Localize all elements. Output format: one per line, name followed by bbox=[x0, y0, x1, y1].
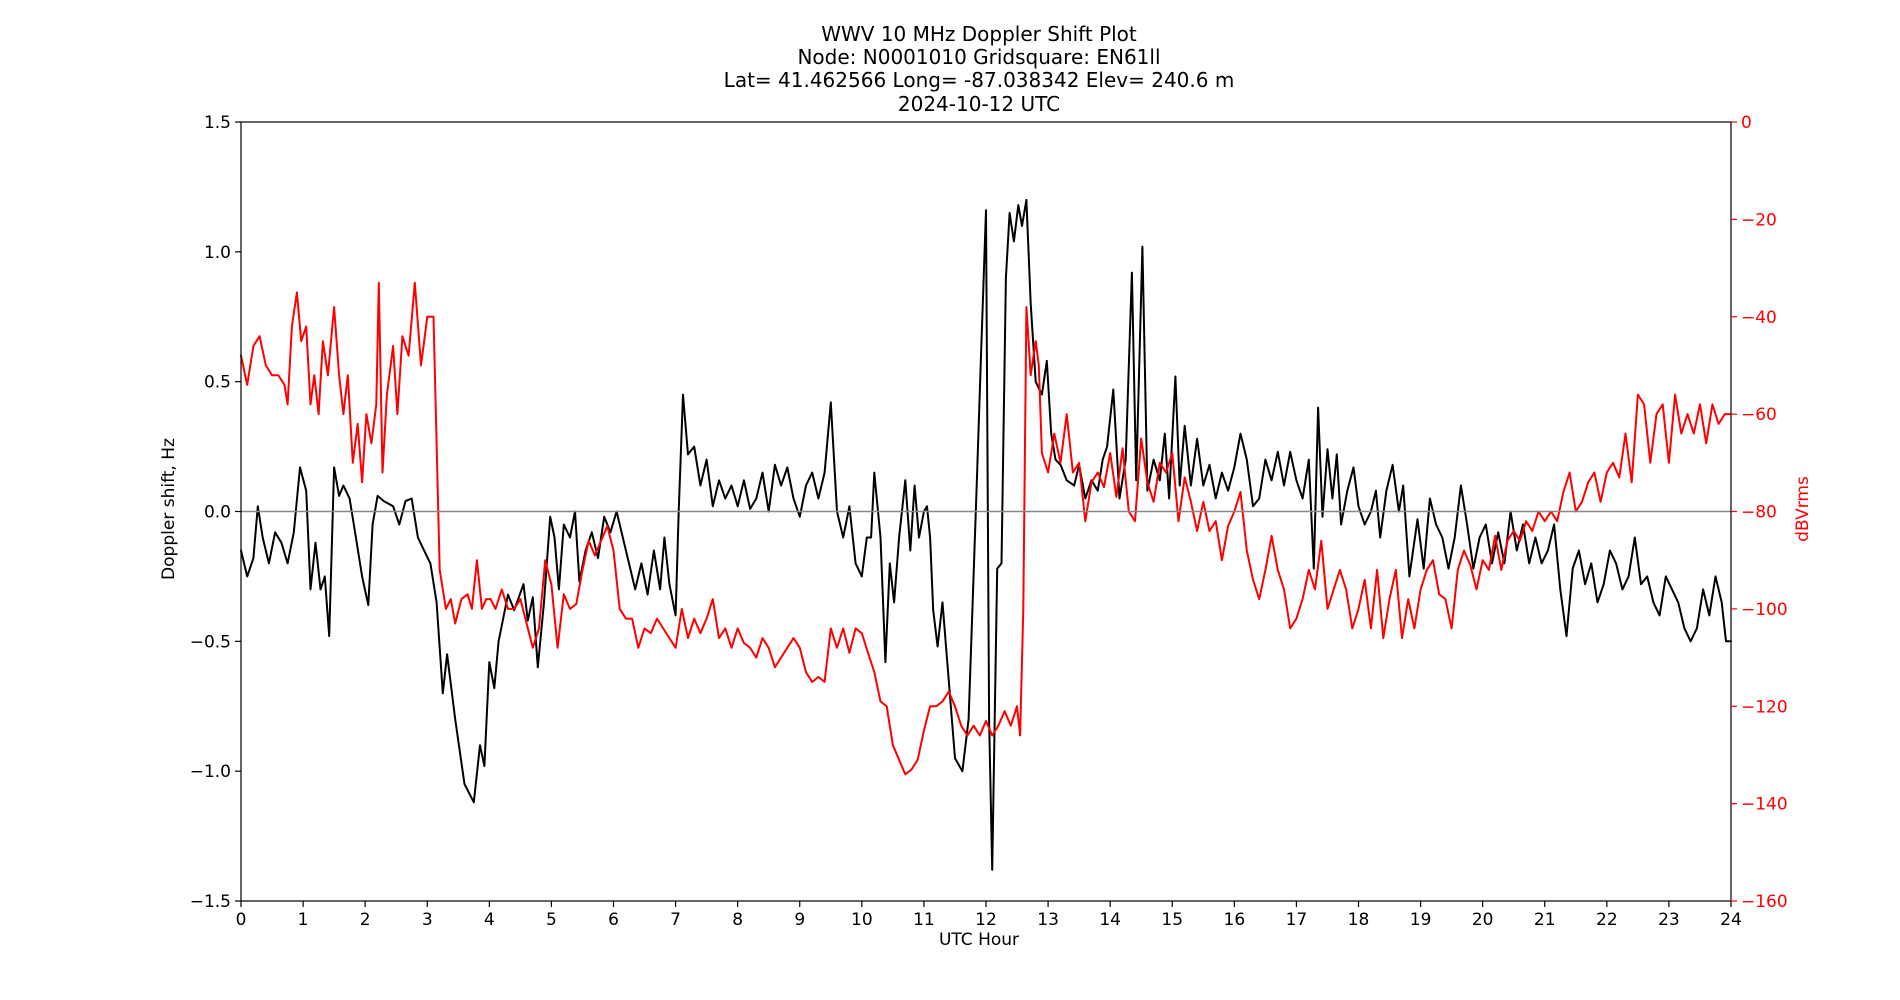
y-axis-left: 1.5 1.0 0.5 0.0 −0.5 −1.0 −1.5 bbox=[190, 113, 241, 912]
x-tick-label: 3 bbox=[422, 910, 433, 930]
y-left-tick-label: 1.5 bbox=[204, 113, 231, 133]
x-tick-label: 19 bbox=[1410, 910, 1432, 930]
x-tick-label: 1 bbox=[298, 910, 309, 930]
y-left-tick-label: −0.5 bbox=[190, 632, 231, 652]
y-axis-right-title: dBVrms bbox=[1793, 476, 1813, 542]
y-axis-left-title: Doppler shift, Hz bbox=[159, 438, 179, 580]
x-tick-label: 23 bbox=[1658, 910, 1680, 930]
x-tick-label: 11 bbox=[913, 910, 935, 930]
x-tick-label: 9 bbox=[794, 910, 805, 930]
y-axis-right: 0 −20 −40 −60 −80 −100 −120 −140 −160 bbox=[1731, 113, 1788, 912]
x-axis-title: UTC Hour bbox=[939, 930, 1019, 950]
chart-title-line-2: Node: N0001010 Gridsquare: EN61ll bbox=[797, 45, 1160, 69]
x-tick-label: 14 bbox=[1099, 910, 1121, 930]
x-tick-label: 16 bbox=[1224, 910, 1246, 930]
y-right-tick-label: −80 bbox=[1741, 503, 1777, 523]
x-tick-label: 8 bbox=[732, 910, 743, 930]
x-tick-label: 12 bbox=[975, 910, 997, 930]
x-tick-label: 4 bbox=[484, 910, 495, 930]
chart-title-line-1: WWV 10 MHz Doppler Shift Plot bbox=[821, 22, 1137, 46]
y-right-tick-label: −160 bbox=[1741, 892, 1788, 912]
y-right-tick-label: −40 bbox=[1741, 308, 1777, 328]
x-tick-label: 5 bbox=[546, 910, 557, 930]
power-series-line bbox=[240, 281, 1732, 776]
y-right-tick-label: −60 bbox=[1741, 405, 1777, 425]
x-tick-label: 7 bbox=[670, 910, 681, 930]
y-left-tick-label: −1.0 bbox=[190, 762, 231, 782]
series-layer bbox=[240, 198, 1732, 871]
chart-title-line-3: Lat= 41.462566 Long= -87.038342 Elev= 24… bbox=[724, 68, 1235, 92]
x-axis: 0 1 2 3 4 5 6 7 8 9 10 11 12 13 14 15 16 17 18 19 20 21 22 23 24 bbox=[236, 901, 1742, 930]
x-tick-label: 0 bbox=[236, 910, 247, 930]
x-tick-label: 6 bbox=[608, 910, 619, 930]
y-right-tick-label: −140 bbox=[1741, 795, 1788, 815]
chart-title-line-4: 2024-10-12 UTC bbox=[898, 92, 1060, 116]
y-left-tick-label: −1.5 bbox=[190, 892, 231, 912]
y-right-tick-label: −20 bbox=[1741, 210, 1777, 230]
doppler-series-line bbox=[240, 198, 1732, 871]
y-left-tick-label: 0.0 bbox=[204, 503, 231, 523]
y-right-tick-label: 0 bbox=[1741, 113, 1752, 133]
x-tick-label: 21 bbox=[1534, 910, 1556, 930]
y-left-tick-label: 1.0 bbox=[204, 243, 231, 263]
x-tick-label: 17 bbox=[1286, 910, 1308, 930]
x-tick-label: 13 bbox=[1037, 910, 1059, 930]
y-right-tick-label: −100 bbox=[1741, 600, 1788, 620]
x-tick-label: 18 bbox=[1348, 910, 1370, 930]
y-right-tick-label: −120 bbox=[1741, 697, 1788, 717]
y-left-tick-label: 0.5 bbox=[204, 373, 231, 393]
x-tick-label: 2 bbox=[360, 910, 371, 930]
x-tick-label: 20 bbox=[1472, 910, 1494, 930]
x-tick-label: 15 bbox=[1161, 910, 1183, 930]
x-tick-label: 22 bbox=[1596, 910, 1618, 930]
x-tick-label: 24 bbox=[1720, 910, 1742, 930]
x-tick-label: 10 bbox=[851, 910, 873, 930]
